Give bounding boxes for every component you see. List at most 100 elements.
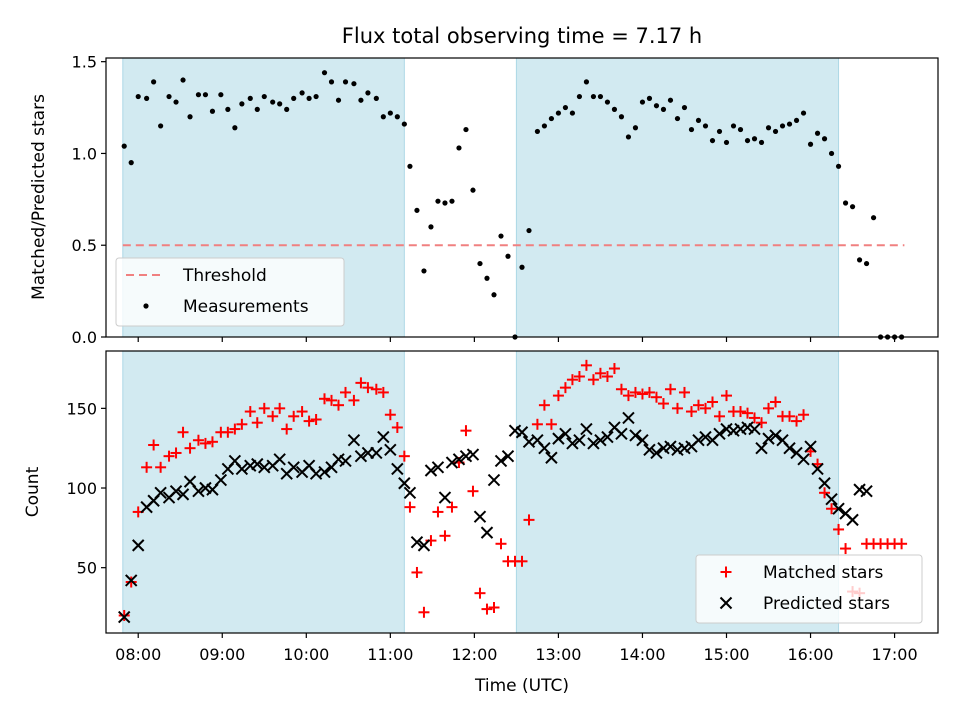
matched-stars-point-4 (148, 439, 160, 451)
x-tick-label-7: 15:00 (703, 645, 749, 664)
matched-stars-point-24 (296, 406, 308, 418)
x-tick-label-2: 10:00 (283, 645, 329, 664)
matched-stars-point-3 (141, 461, 153, 473)
measurements-point-25 (306, 95, 312, 101)
matched-stars-point-20 (267, 410, 279, 422)
matched-stars-point-81 (699, 402, 711, 414)
predicted-stars-point-55 (515, 426, 529, 439)
measurements-point-102 (849, 204, 856, 210)
predicted-stars-point-74-b (650, 446, 663, 460)
measurements-point-7 (173, 99, 179, 105)
matched-stars-point-39 (404, 501, 416, 513)
predicted-stars-point-25-b (302, 459, 316, 472)
matched-stars-point-44 (439, 530, 451, 542)
predicted-stars-point-43 (431, 461, 445, 474)
x-tick-label-4: 12:00 (451, 645, 497, 664)
matched-stars-point-45 (446, 501, 458, 513)
count-panel: 50 100 150 08:00 09:00 10:00 11:00 12:00 13:00 14… (66, 350, 939, 664)
measurements-point-65 (590, 93, 597, 100)
predicted-stars-point-102-b (846, 513, 859, 527)
predicted-stars-point-18-b (251, 457, 264, 471)
measurements-point-82 (709, 137, 716, 144)
measurements-point-74 (653, 103, 660, 109)
predicted-stars-point-36 (384, 443, 397, 456)
predicted-stars-point-93-b (783, 441, 796, 455)
measurements-point-29 (335, 97, 342, 103)
measurements-point-51 (491, 292, 497, 298)
matched-stars-point-75 (657, 398, 669, 410)
measurements-point-14 (225, 106, 231, 112)
measurements-point-69 (618, 114, 625, 120)
matched-stars-point-10 (192, 434, 204, 446)
predicted-stars-point-73-b (643, 443, 656, 456)
x-tick-label-9: 17:00 (872, 645, 918, 664)
measurements-point-44 (442, 200, 448, 206)
top-y-tick-label-0: 0.0 (72, 328, 97, 347)
legend-label-measurements: Measurements (183, 297, 309, 317)
matched-stars-point-87 (742, 407, 754, 419)
measurements-point-0 (121, 143, 127, 149)
matched-stars-point-1 (125, 576, 137, 588)
predicted-stars-point-98-b (818, 477, 831, 490)
predicted-stars-point-102 (846, 513, 859, 527)
matched-stars-point-50 (481, 603, 493, 615)
measurements-point-75 (660, 106, 667, 112)
matched-stars-point-27 (319, 393, 331, 405)
predicted-stars-point-72 (636, 434, 649, 447)
predicted-stars-point-90-b (762, 432, 775, 445)
predicted-stars-point-26-b (309, 467, 323, 480)
matched-stars-point-19 (258, 402, 270, 414)
measurements-point-12 (209, 108, 216, 114)
predicted-stars-point-69 (615, 427, 628, 441)
predicted-stars-point-2-b (132, 539, 145, 552)
predicted-stars-point-13-b (214, 473, 228, 487)
measurements-point-9 (187, 114, 193, 120)
matched-stars-point-36 (384, 409, 396, 421)
matched-stars-point-64 (580, 359, 592, 371)
matched-stars-point-83 (713, 410, 725, 422)
matched-stars-point-76 (664, 383, 676, 395)
matched-stars-point-48 (467, 485, 479, 497)
matched-stars-point-91 (770, 396, 782, 408)
legend-swatch-measurements (143, 303, 149, 309)
measurements-point-72 (639, 99, 646, 105)
predicted-stars-point-8 (176, 488, 190, 501)
predicted-stars-point-37-b (391, 462, 404, 476)
matched-stars-point-109 (896, 538, 908, 550)
predicted-stars-point-61 (559, 427, 572, 441)
predicted-stars-point-46 (452, 453, 466, 466)
predicted-stars-point-32-b (354, 449, 368, 463)
measurements-point-97 (814, 130, 821, 136)
predicted-stars-point-8-b (176, 488, 190, 501)
matched-stars-point-73 (643, 386, 655, 398)
bottom-y-tick-label-2: 150 (66, 399, 97, 418)
matched-stars-point-0 (118, 609, 130, 621)
measurements-point-4 (151, 79, 157, 85)
matched-stars-point-95 (798, 409, 810, 421)
matched-stars-point-68 (608, 363, 620, 375)
predicted-stars-point-30 (339, 454, 352, 468)
predicted-stars-point-41-b (417, 539, 431, 552)
measurements-point-79 (688, 126, 695, 133)
matched-stars-point-72 (636, 388, 648, 400)
matched-stars-point-57 (531, 418, 543, 430)
predicted-stars-point-31-b (347, 434, 361, 447)
measurements-point-98 (821, 136, 828, 142)
predicted-stars-point-88 (748, 422, 761, 436)
predicted-stars-point-92-b (776, 434, 789, 447)
predicted-stars-point-38 (398, 477, 411, 490)
legend-swatch-predicted-stars (719, 596, 733, 610)
matched-stars-point-26 (310, 414, 322, 426)
predicted-stars-point-100 (832, 502, 845, 515)
measurements-point-63 (576, 93, 583, 100)
predicted-stars-point-81-b (699, 430, 712, 444)
shaded-interval-top-1 (515, 57, 840, 338)
predicted-stars-point-72-b (636, 434, 649, 447)
bottom-y-tick-label-1: 100 (66, 479, 97, 498)
predicted-stars-point-42-b (424, 464, 438, 477)
legend-swatch-predicted-stars-b (719, 596, 733, 610)
measurements-point-49 (477, 260, 483, 267)
measurements-point-90 (765, 125, 772, 131)
predicted-stars-point-53-b (501, 449, 515, 463)
